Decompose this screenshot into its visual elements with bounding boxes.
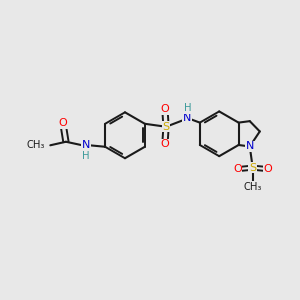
Text: H: H bbox=[82, 151, 90, 160]
Text: N: N bbox=[82, 140, 90, 150]
Text: O: O bbox=[264, 164, 272, 174]
Text: H: H bbox=[184, 103, 191, 113]
Text: O: O bbox=[58, 118, 68, 128]
Text: O: O bbox=[160, 140, 169, 149]
Text: O: O bbox=[233, 164, 242, 174]
Text: N: N bbox=[246, 142, 254, 152]
Text: CH₃: CH₃ bbox=[27, 140, 45, 150]
Text: CH₃: CH₃ bbox=[244, 182, 262, 192]
Text: S: S bbox=[163, 122, 170, 132]
Text: O: O bbox=[160, 104, 169, 114]
Text: S: S bbox=[249, 163, 256, 173]
Text: N: N bbox=[183, 113, 191, 124]
